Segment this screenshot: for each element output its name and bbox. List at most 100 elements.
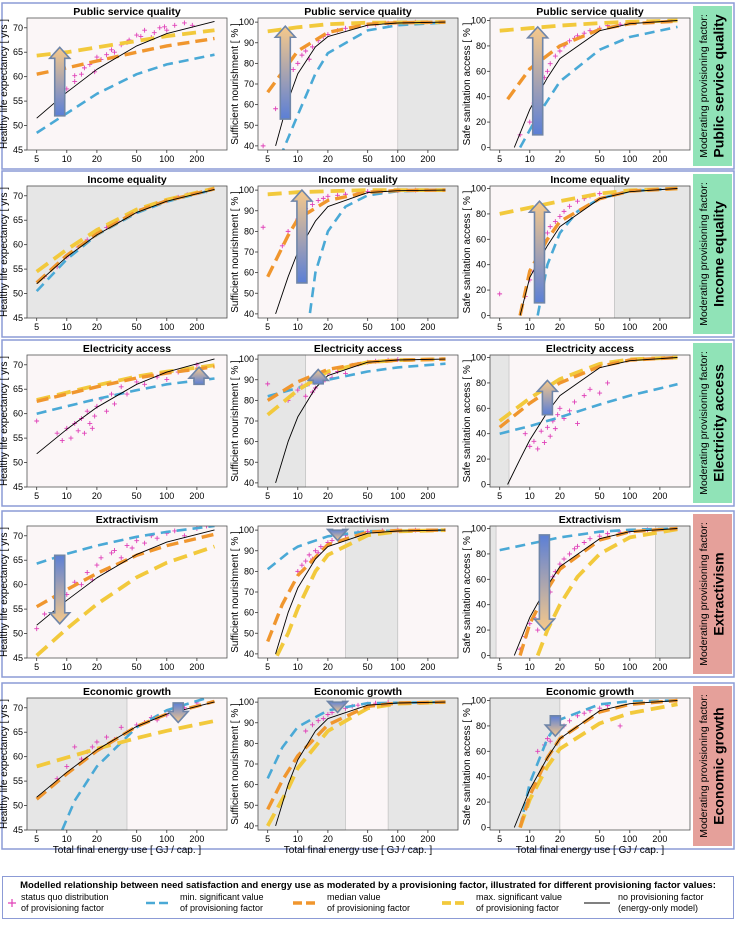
x-tick-label: 5 <box>265 154 270 164</box>
status-quo-point <box>561 208 567 214</box>
status-quo-point <box>597 705 603 711</box>
model-series-line <box>513 528 678 656</box>
status-quo-point <box>605 380 611 386</box>
y-tick-label: 80 <box>244 738 254 748</box>
status-quo-point <box>134 379 140 385</box>
panel-title: Electricity access <box>314 343 402 355</box>
y-tick-label: 80 <box>476 209 486 219</box>
x-tick-label: 10 <box>525 154 535 164</box>
plot-frame <box>26 525 228 659</box>
status-quo-point <box>109 391 114 397</box>
x-tick-label: 100 <box>159 154 174 164</box>
status-quo-point <box>581 393 587 399</box>
x-tick-label: 50 <box>132 154 142 164</box>
plot-inner <box>498 355 678 485</box>
status-quo-point <box>531 438 537 444</box>
y-tick-label: 50 <box>244 120 254 130</box>
status-quo-point <box>260 143 266 149</box>
status-quo-point <box>617 723 623 729</box>
chart-panel: Electricity access 45 50 55 60 65 70 5 10 20 50 100… <box>0 343 228 501</box>
x-tick-label: 200 <box>652 662 667 672</box>
x-tick-label: 100 <box>390 322 405 332</box>
y-tick-label: 45 <box>13 145 23 155</box>
x-tick-label: 200 <box>652 834 667 844</box>
x-axis-label: Total final energy use [ GJ / cap. ] <box>284 845 433 856</box>
status-quo-point <box>54 430 60 436</box>
y-tick-label: 100 <box>471 696 486 706</box>
x-tick-label: 200 <box>189 322 204 332</box>
status-quo-point <box>557 48 563 54</box>
status-quo-point <box>575 421 580 426</box>
x-tick-label: 200 <box>189 662 204 672</box>
x-tick-label: 100 <box>622 834 637 844</box>
status-quo-point <box>527 119 533 125</box>
min-series-line <box>281 21 446 150</box>
chart-panel: Economic growth 45 50 55 60 65 70 5 10 20 50 100 200… <box>0 686 228 856</box>
status-quo-point <box>42 611 48 617</box>
y-tick-label: 70 <box>244 416 254 426</box>
panel-title: Extractivism <box>327 514 389 526</box>
model-series-line <box>36 188 215 285</box>
y-tick-label: 80 <box>476 721 486 731</box>
plot-frame <box>489 185 691 319</box>
y-axis-label: Safe sanitation access [ % ] <box>462 702 473 825</box>
status-quo-point <box>555 412 561 418</box>
y-tick-label: 55 <box>13 604 23 614</box>
status-quo-point <box>542 440 547 445</box>
status-quo-point <box>68 435 74 441</box>
side-label-factor: Public service quality <box>711 14 727 157</box>
panel-title: Electricity access <box>546 343 634 355</box>
x-tick-label: 200 <box>189 834 204 844</box>
y-tick-label: 60 <box>476 574 486 584</box>
max-series-line <box>273 528 446 658</box>
x-tick-label: 5 <box>497 154 502 164</box>
x-tick-label: 20 <box>92 322 102 332</box>
y-tick-label: 65 <box>13 215 23 225</box>
model-series-line <box>513 700 678 828</box>
x-tick-label: 200 <box>420 322 435 332</box>
status-quo-point <box>89 425 95 431</box>
status-quo-point <box>325 712 331 717</box>
status-quo-point <box>82 430 87 436</box>
y-axis-label: Healthy life expectancy [ yrs ] <box>0 356 10 486</box>
x-tick-label: 10 <box>62 322 72 332</box>
side-label-background <box>693 514 732 674</box>
y-tick-label: 45 <box>13 482 23 492</box>
y-tick-label: 45 <box>13 313 23 323</box>
y-tick-label: 50 <box>13 629 23 639</box>
x-tick-label: 10 <box>62 662 72 672</box>
y-tick-label: 60 <box>13 580 23 590</box>
y-tick-label: 80 <box>244 395 254 405</box>
x-tick-label: 200 <box>189 491 204 501</box>
y-tick-label: 60 <box>13 752 23 762</box>
y-tick-label: 100 <box>471 524 486 534</box>
x-tick-label: 10 <box>293 662 303 672</box>
y-tick-label: 65 <box>13 555 23 565</box>
legend-box <box>2 876 734 919</box>
x-tick-label: 10 <box>293 834 303 844</box>
side-label-prefix: Moderating provisioning factor: <box>698 14 710 158</box>
status-quo-point <box>581 710 587 716</box>
model-series-line <box>519 188 678 316</box>
status-quo-point <box>279 243 285 249</box>
max-series-line <box>35 544 216 658</box>
y-tick-label: 55 <box>13 264 23 274</box>
status-quo-point <box>84 408 90 414</box>
status-quo-point <box>552 219 558 224</box>
x-tick-label: 5 <box>497 491 502 501</box>
min-series-line <box>536 187 678 316</box>
plot-background <box>490 18 690 150</box>
status-quo-point <box>313 548 318 554</box>
status-quo-point <box>151 30 157 36</box>
y-axis-label: Safe sanitation access [ % ] <box>462 22 473 145</box>
x-tick-label: 5 <box>34 662 39 672</box>
status-quo-point <box>545 736 550 742</box>
legend-label: status quo distribution <box>21 892 109 902</box>
shift-arrow-down <box>166 702 190 724</box>
plot-inner <box>260 187 446 318</box>
status-quo-point <box>315 550 321 556</box>
insignificant-range-shade <box>655 525 691 659</box>
status-quo-point <box>557 561 563 567</box>
plot-inner <box>34 358 215 455</box>
x-tick-label: 10 <box>293 491 303 501</box>
